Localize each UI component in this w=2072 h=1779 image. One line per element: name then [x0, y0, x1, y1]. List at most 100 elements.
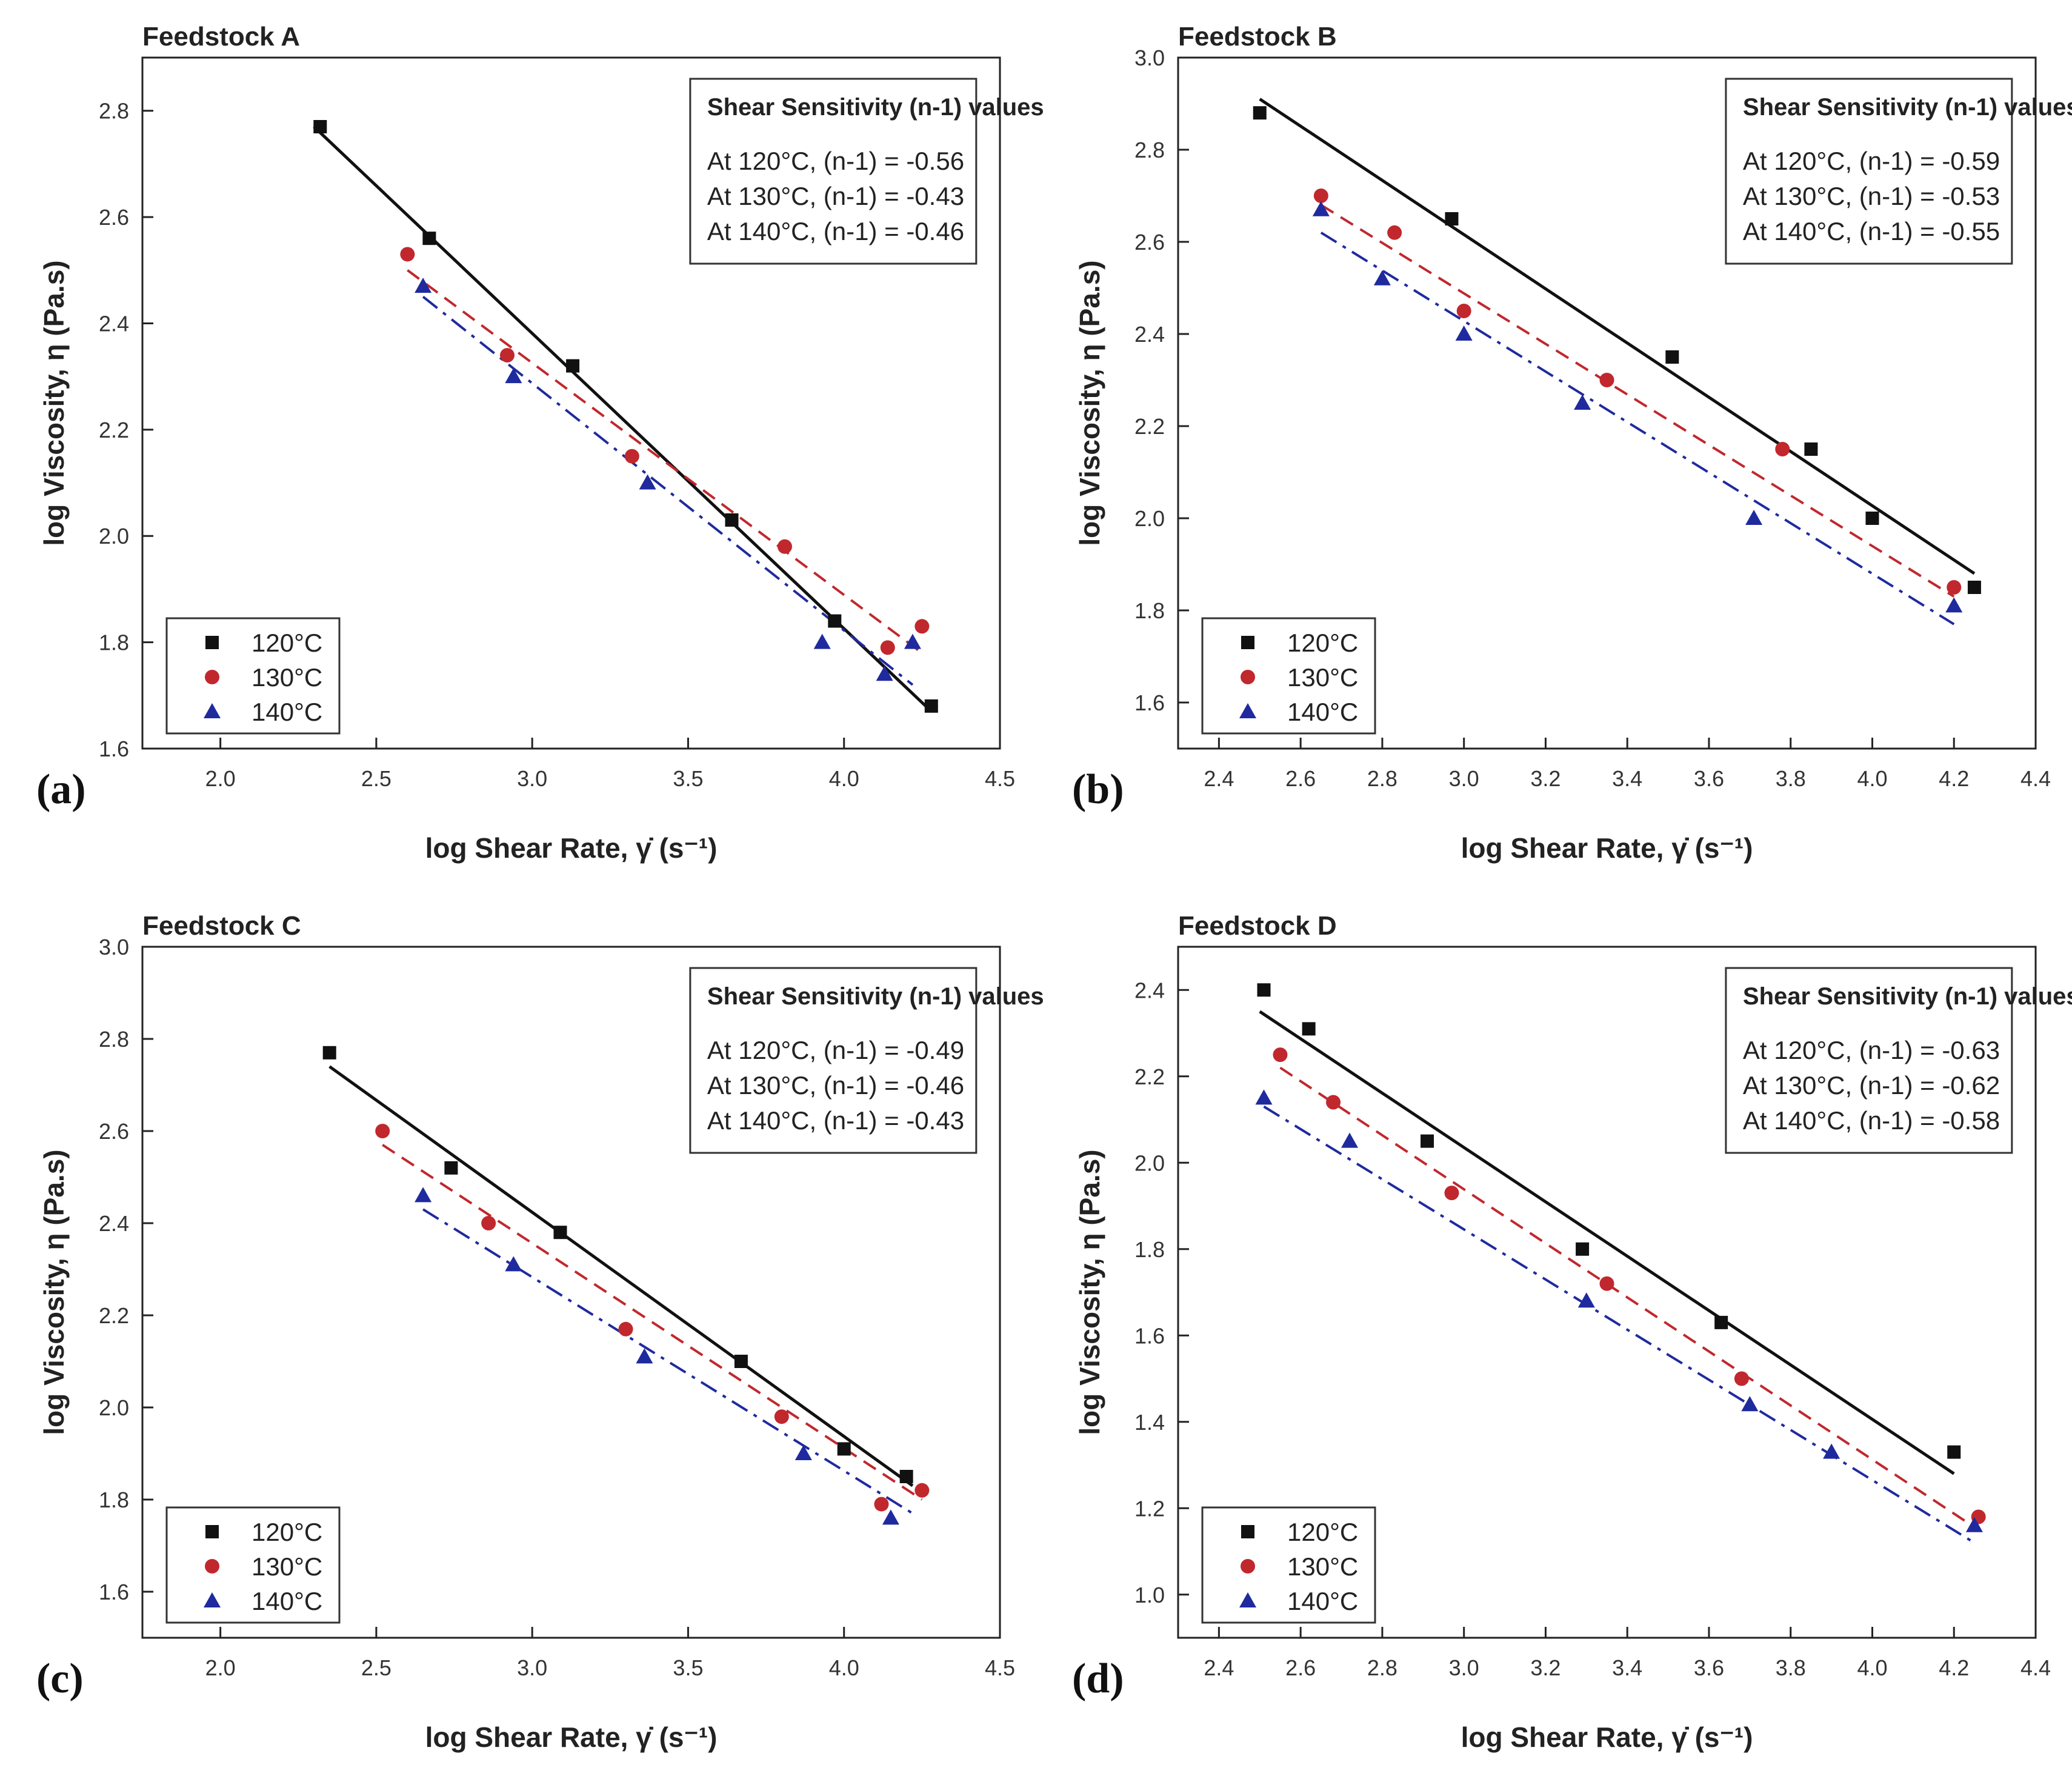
legend-marker-140: [1239, 703, 1256, 718]
y-tick-label: 2.2: [99, 1303, 129, 1328]
data-point-130: [624, 449, 639, 464]
annotation-line: At 130°C, (n-1) = -0.53: [1743, 182, 2000, 210]
annotation-line: At 130°C, (n-1) = -0.43: [707, 182, 964, 210]
shear-sensitivity-box: [1725, 967, 2013, 1154]
x-tick-label: 4.4: [2020, 766, 2051, 791]
data-point-140: [876, 666, 893, 681]
plot-area: [1177, 56, 2037, 750]
data-point-130: [1734, 1371, 1749, 1386]
data-point-120: [734, 1355, 748, 1368]
data-point-120: [1947, 1445, 1961, 1459]
data-point-140: [1945, 597, 1963, 613]
y-tick-label: 2.0: [1134, 1150, 1165, 1175]
data-point-130: [1947, 580, 1962, 595]
data-point-140: [1312, 201, 1330, 216]
data-point-140: [639, 474, 656, 490]
annotation-line: At 120°C, (n-1) = -0.63: [1743, 1036, 2000, 1064]
data-point-130: [880, 640, 895, 655]
legend-label: 140°C: [252, 698, 322, 726]
y-tick-label: 1.8: [99, 1487, 129, 1512]
x-tick-label: 2.0: [205, 1655, 236, 1680]
y-axis-title: log Viscosity, η (Pa.s): [1074, 1149, 1105, 1435]
data-point-140: [415, 278, 432, 293]
data-point-140: [1373, 270, 1391, 285]
y-tick-label: 2.2: [99, 418, 129, 442]
y-tick-label: 1.8: [99, 630, 129, 655]
chart-title: Feedstock A: [142, 22, 300, 52]
annotation-line: At 120°C, (n-1) = -0.56: [707, 147, 964, 175]
annotation-line: At 140°C, (n-1) = -0.43: [707, 1106, 964, 1135]
legend-marker-140: [1239, 1592, 1256, 1607]
panel-label: (a): [36, 766, 86, 813]
panel-label: (c): [36, 1655, 84, 1702]
x-tick-label: 2.6: [1285, 766, 1316, 791]
chart-title: Feedstock B: [1178, 22, 1337, 52]
annotation-line: At 140°C, (n-1) = -0.46: [707, 217, 964, 245]
data-point-140: [1255, 1089, 1273, 1105]
data-point-140: [505, 368, 522, 384]
y-tick-label: 2.4: [1134, 322, 1165, 347]
x-tick-label: 3.0: [1449, 1655, 1479, 1680]
fit-line-130: [382, 1144, 923, 1501]
data-point-130: [1775, 442, 1790, 456]
annotation-line: At 120°C, (n-1) = -0.49: [707, 1036, 964, 1064]
x-tick-label: 4.5: [985, 1655, 1015, 1680]
legend: [165, 1506, 341, 1624]
data-point-140: [505, 1256, 522, 1272]
legend: [1201, 617, 1376, 735]
x-tick-label: 2.5: [361, 766, 391, 791]
x-tick-label: 4.0: [829, 766, 859, 791]
legend-label: 120°C: [252, 1518, 322, 1546]
x-tick-label: 3.6: [1694, 1655, 1724, 1680]
legend-label: 140°C: [252, 1587, 322, 1615]
fit-line-140: [422, 1208, 913, 1515]
y-tick-label: 3.0: [1134, 45, 1165, 70]
data-point-120: [899, 1470, 913, 1483]
shear-sensitivity-box: [689, 78, 978, 265]
shear-sensitivity-box: [689, 967, 978, 1154]
data-point-130: [914, 619, 930, 634]
y-tick-label: 1.2: [1134, 1496, 1165, 1521]
data-point-120: [444, 1161, 458, 1175]
plot-area: [141, 946, 1001, 1639]
fit-line-120: [313, 125, 933, 713]
data-point-130: [774, 1409, 789, 1424]
annotation-title: Shear Sensitivity (n-1) values: [707, 94, 1044, 121]
data-point-130: [1387, 225, 1402, 240]
data-point-140: [415, 1187, 432, 1203]
x-tick-label: 3.8: [1776, 766, 1806, 791]
x-tick-label: 2.5: [361, 1655, 391, 1680]
data-point-130: [1456, 304, 1471, 318]
data-point-140: [1965, 1517, 1983, 1532]
annotation-title: Shear Sensitivity (n-1) values: [1743, 94, 2072, 121]
data-point-130: [777, 539, 792, 554]
y-tick-label: 2.6: [1134, 230, 1165, 255]
data-point-120: [422, 232, 436, 245]
legend-label: 140°C: [1287, 698, 1358, 726]
data-point-140: [813, 633, 831, 649]
data-point-130: [1599, 1276, 1614, 1291]
data-point-120: [1445, 212, 1459, 225]
y-tick-label: 1.0: [1134, 1583, 1165, 1607]
x-tick-label: 3.2: [1530, 766, 1561, 791]
y-tick-label: 2.6: [99, 205, 129, 230]
fit-line-130: [1279, 1066, 1979, 1531]
x-tick-label: 3.4: [1612, 1655, 1642, 1680]
data-point-140: [1745, 510, 1763, 525]
data-point-140: [794, 1445, 812, 1460]
y-tick-label: 2.0: [1134, 506, 1165, 531]
data-point-120: [1576, 1242, 1590, 1256]
data-point-140: [1574, 395, 1591, 410]
plot-area: [1177, 946, 2037, 1639]
chart-panel-c: Feedstock C 2.0 2.5 3.0 3.5 4.0 4.5 1.6 1.8 2.0 2.…: [36, 911, 1044, 1753]
fit-line-130: [407, 269, 923, 654]
y-tick-label: 2.0: [99, 1395, 129, 1420]
x-tick-label: 3.0: [517, 1655, 547, 1680]
y-tick-label: 2.2: [1134, 414, 1165, 439]
data-point-120: [1804, 442, 1818, 456]
data-point-140: [904, 633, 921, 649]
x-tick-label: 4.0: [1857, 766, 1887, 791]
x-tick-label: 3.2: [1530, 1655, 1561, 1680]
x-tick-label: 2.4: [1204, 1655, 1234, 1680]
legend: [1201, 1506, 1376, 1624]
